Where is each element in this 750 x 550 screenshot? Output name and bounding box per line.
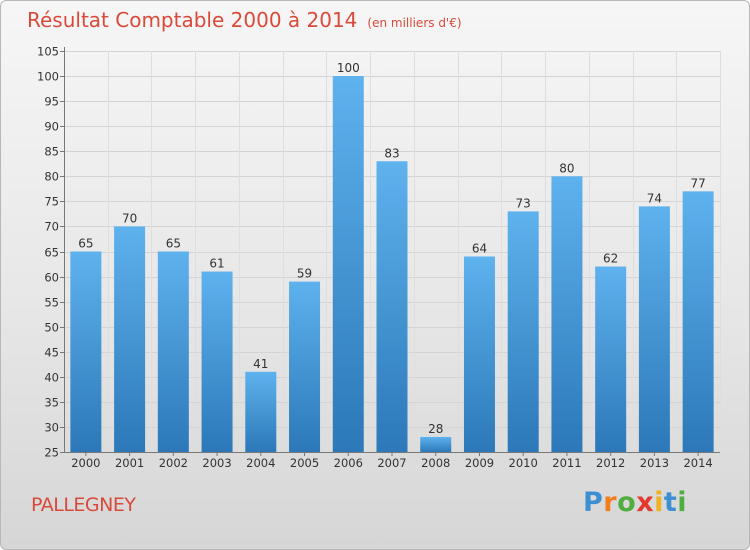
y-tick-label: 45 xyxy=(44,346,59,360)
axes: 25 30 35 40 45 50 55 60 65 70 75 80 85 90 95 100 105 xyxy=(37,45,720,460)
x-tick-label: 2012 xyxy=(596,456,625,470)
brand-letter: t xyxy=(663,487,678,518)
bar xyxy=(682,191,714,452)
data-label: 62 xyxy=(603,252,618,266)
brand-letter: i xyxy=(654,487,664,518)
data-label: 100 xyxy=(337,61,360,75)
data-label: 59 xyxy=(297,267,312,281)
x-tick-label: 2014 xyxy=(683,456,712,470)
x-tick-label: 2005 xyxy=(290,456,319,470)
y-tick-label: 65 xyxy=(44,246,59,260)
x-tick-label: 2013 xyxy=(640,456,669,470)
data-label: 83 xyxy=(384,146,399,160)
data-label: 74 xyxy=(647,191,662,205)
chart-title: Résultat Comptable 2000 à 2014 (en millie… xyxy=(27,8,462,32)
y-tick-label: 85 xyxy=(44,145,59,159)
x-tick-label: 2009 xyxy=(465,456,494,470)
y-tick-label: 70 xyxy=(44,220,59,234)
y-tick-label: 100 xyxy=(37,70,59,84)
bar xyxy=(245,371,277,452)
bar xyxy=(289,281,321,452)
x-tick-label: 2008 xyxy=(421,456,450,470)
y-tick-label: 75 xyxy=(44,195,59,209)
y-tick-label: 25 xyxy=(44,446,59,460)
data-label: 28 xyxy=(428,422,443,436)
x-tick-label: 2003 xyxy=(202,456,231,470)
data-label: 70 xyxy=(122,211,137,225)
bar xyxy=(420,436,452,452)
bar xyxy=(332,76,364,452)
x-tick-label: 2006 xyxy=(334,456,363,470)
x-tick-label: 2004 xyxy=(246,456,275,470)
brand-letter: P xyxy=(583,487,604,518)
y-tick-label: 80 xyxy=(44,170,59,184)
bar xyxy=(551,176,583,452)
x-tick-label: 2000 xyxy=(71,456,100,470)
brand-letter: r xyxy=(603,487,618,518)
bar xyxy=(157,251,189,452)
data-label: 61 xyxy=(209,257,224,271)
brand-letter: i xyxy=(677,487,688,518)
x-tick-label: 2011 xyxy=(552,456,581,470)
chart-subtitle: (en milliers d'€) xyxy=(367,16,462,30)
bar xyxy=(376,161,408,452)
data-label: 77 xyxy=(690,176,705,190)
data-label: 73 xyxy=(516,196,531,210)
y-tick-label: 40 xyxy=(44,371,59,385)
brand-logo: Proxiti xyxy=(583,487,687,518)
y-tick-label: 55 xyxy=(44,296,59,310)
y-tick-label: 105 xyxy=(37,45,59,59)
chart-title-text: Résultat Comptable 2000 à 2014 xyxy=(27,8,358,32)
x-tick-label: 2010 xyxy=(509,456,538,470)
bar xyxy=(70,251,102,452)
y-tick-label: 90 xyxy=(44,120,59,134)
brand-letter: x xyxy=(636,487,655,518)
bar xyxy=(638,206,670,452)
place-name: PALLEGNEY xyxy=(31,494,136,516)
x-tick-label: 2007 xyxy=(377,456,406,470)
bar xyxy=(114,226,146,452)
data-label: 65 xyxy=(166,237,181,251)
labels: 65 2000 70 2001 65 2002 61 2003 41 2004 59 2005 100 2… xyxy=(71,61,713,470)
y-tick-label: 35 xyxy=(44,396,59,410)
y-tick-label: 30 xyxy=(44,421,59,435)
data-label: 80 xyxy=(559,161,574,175)
brand-letter: o xyxy=(617,487,637,518)
data-label: 65 xyxy=(78,237,93,251)
bars xyxy=(70,76,714,452)
y-tick-label: 60 xyxy=(44,271,59,285)
bar xyxy=(201,271,233,452)
bar xyxy=(463,256,495,452)
data-label: 41 xyxy=(253,357,268,371)
x-tick-label: 2002 xyxy=(159,456,188,470)
data-label: 64 xyxy=(472,242,487,256)
bar xyxy=(595,266,627,452)
y-tick-label: 95 xyxy=(44,95,59,109)
y-tick-label: 50 xyxy=(44,321,59,335)
bar xyxy=(507,211,539,452)
x-tick-label: 2001 xyxy=(115,456,144,470)
